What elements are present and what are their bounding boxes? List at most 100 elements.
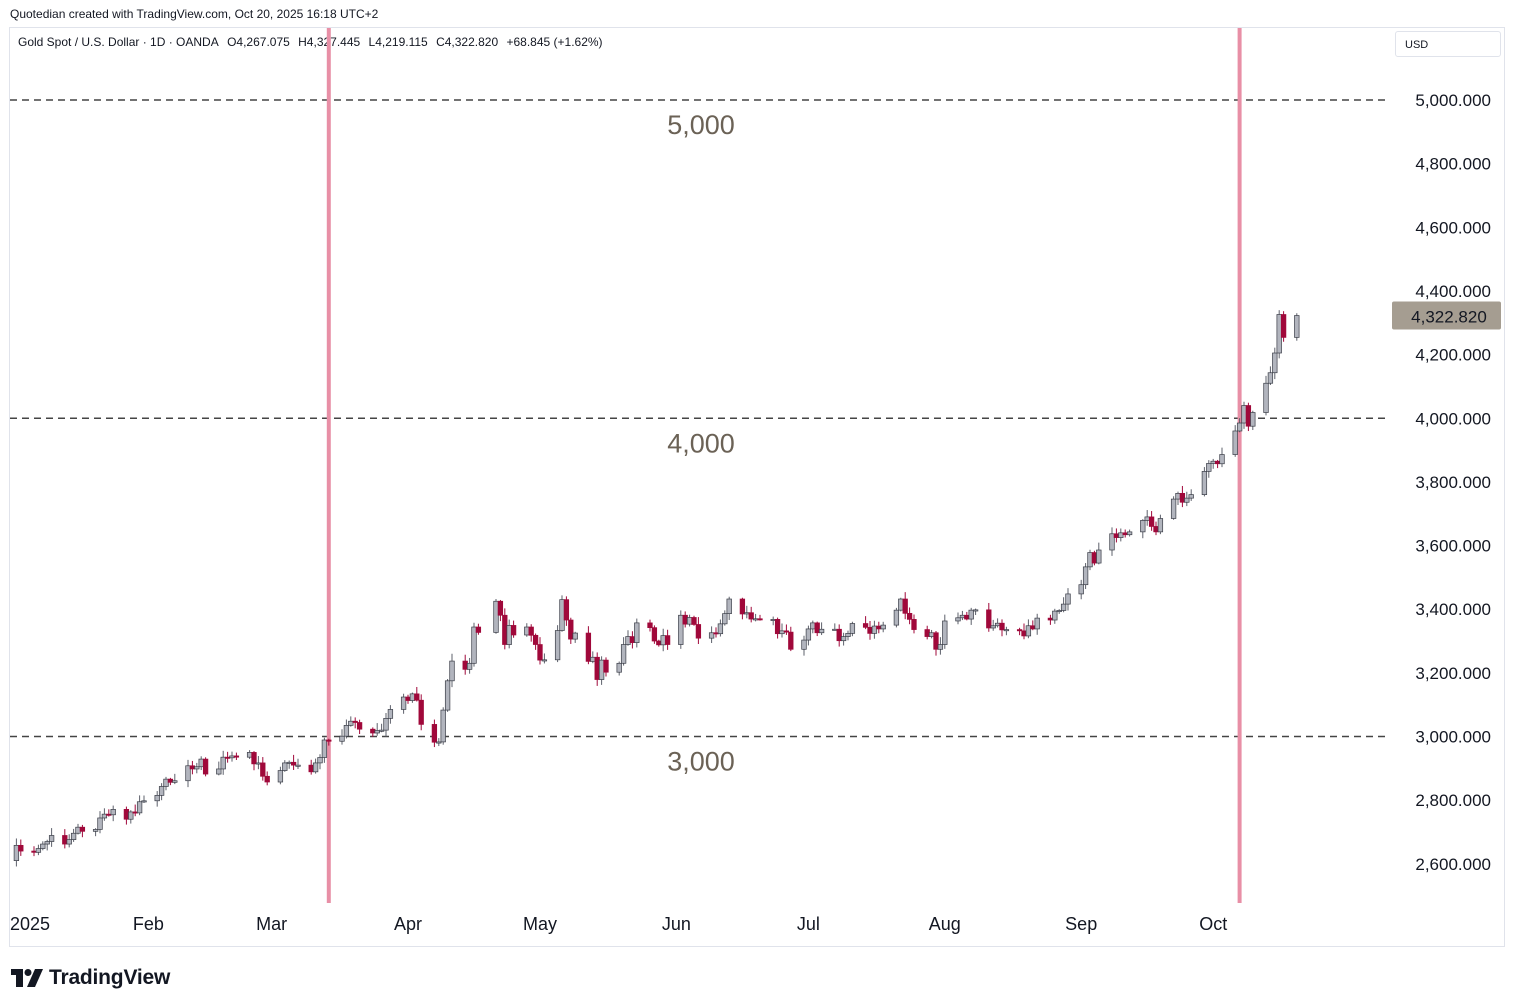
candle [1241, 405, 1247, 424]
candle [62, 835, 68, 845]
candle [436, 741, 442, 744]
candle [1236, 422, 1243, 432]
candle [893, 609, 900, 626]
candle [959, 614, 966, 619]
candle [774, 619, 781, 635]
candle [312, 762, 319, 773]
candle [1210, 460, 1216, 464]
candle [1096, 549, 1102, 564]
candle [141, 800, 147, 803]
candle [1219, 454, 1225, 465]
candle [924, 629, 930, 637]
legend-symbol[interactable]: Gold Spot / U.S. Dollar · 1D · OANDA [18, 35, 219, 49]
candle [326, 739, 332, 742]
currency-button[interactable]: USD [1395, 31, 1501, 57]
candle [110, 809, 116, 816]
candle [1175, 493, 1181, 500]
candle [955, 617, 961, 622]
candle [1016, 629, 1023, 632]
candle [290, 761, 297, 766]
x-tick-label: 2025 [10, 914, 50, 934]
candle [691, 617, 697, 625]
candle [537, 644, 543, 661]
candle [255, 762, 262, 765]
x-tick-label: Oct [1199, 914, 1227, 934]
candle [136, 801, 143, 814]
candle [506, 625, 512, 645]
y-tick-label: 4,000.000 [1415, 409, 1491, 428]
candle [1184, 497, 1190, 503]
candle [656, 640, 662, 646]
y-tick-label: 2,800.000 [1415, 791, 1491, 810]
level-label: 4,000 [667, 428, 735, 458]
candle [132, 811, 138, 814]
candle [1206, 463, 1212, 472]
level-label: 3,000 [667, 747, 735, 777]
candle [744, 612, 750, 615]
candle [532, 634, 539, 645]
candle [717, 623, 724, 635]
candle [682, 614, 688, 625]
x-tick-label: Mar [256, 914, 287, 934]
candle [502, 614, 508, 645]
candle [528, 626, 534, 636]
candle [1276, 314, 1282, 354]
candle [92, 829, 99, 832]
tradingview-brand[interactable]: TradingView [11, 966, 170, 990]
candle [308, 764, 314, 773]
y-tick-label: 5,000.000 [1415, 91, 1491, 110]
candle [1030, 625, 1036, 630]
candle [994, 622, 1001, 627]
candle [678, 614, 684, 645]
candle [48, 835, 55, 842]
candle [1126, 531, 1133, 536]
candle [1109, 533, 1115, 551]
candle [66, 839, 72, 845]
candle [818, 628, 825, 634]
candle [1052, 610, 1058, 621]
candle [295, 764, 301, 767]
candle [1179, 493, 1186, 503]
candle [1245, 405, 1252, 427]
candle [510, 625, 517, 636]
candle [752, 618, 759, 621]
candle [1082, 566, 1089, 586]
candle [383, 718, 389, 731]
brand-name: TradingView [49, 966, 171, 989]
x-tick-label: May [523, 914, 557, 934]
candle [933, 632, 939, 650]
y-tick-label: 4,400.000 [1415, 282, 1491, 301]
candle [374, 730, 380, 734]
candle [462, 660, 468, 670]
candle [1091, 552, 1098, 564]
candle [726, 598, 732, 615]
candle [708, 632, 715, 639]
candle [871, 625, 878, 634]
candle [757, 618, 763, 621]
candle [97, 817, 103, 830]
last-price-label: 4,322.820 [1411, 308, 1487, 327]
candle [880, 624, 886, 630]
candle [1034, 617, 1040, 630]
candle [1003, 629, 1010, 632]
candle [928, 632, 935, 637]
candle [651, 627, 658, 642]
candle [1056, 610, 1062, 613]
candle [1294, 315, 1300, 338]
candle [845, 633, 851, 637]
y-tick-label: 3,800.000 [1415, 473, 1491, 492]
candle [840, 636, 847, 642]
x-tick-label: Apr [394, 914, 422, 934]
candle [1122, 532, 1128, 536]
candle [568, 619, 574, 640]
candle [449, 660, 455, 682]
tradingview-logo-icon [11, 969, 43, 987]
candle [70, 832, 77, 840]
candle [590, 656, 596, 662]
candle [220, 756, 226, 770]
candle [722, 613, 728, 625]
candle [106, 813, 112, 816]
candle [216, 768, 222, 775]
candle [260, 762, 266, 777]
